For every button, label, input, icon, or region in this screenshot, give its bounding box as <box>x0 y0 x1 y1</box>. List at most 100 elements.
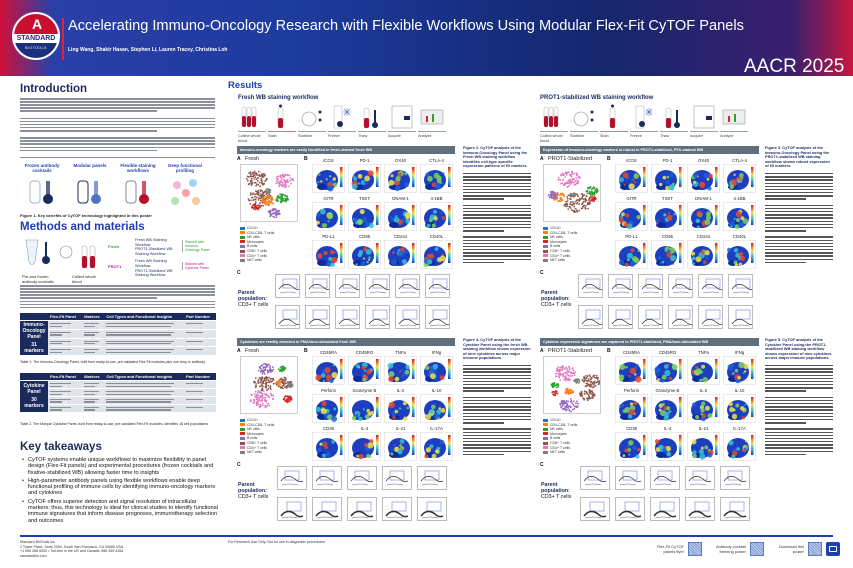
gating-contour-plot <box>668 305 695 329</box>
legend-label: NK cells <box>550 427 563 432</box>
qr-code-flyer[interactable] <box>688 542 702 556</box>
legend-swatch <box>543 441 548 445</box>
table-row <box>20 396 216 405</box>
workflow-line <box>418 131 446 132</box>
gating-contour-plot <box>417 497 447 521</box>
qr-code-cocktail-poster[interactable] <box>750 542 764 556</box>
camera-icon[interactable] <box>826 542 840 556</box>
antibody-tube-icon <box>26 177 60 209</box>
legend-swatch <box>240 450 245 454</box>
text-line <box>765 399 833 402</box>
legend-item: B cells <box>240 436 274 441</box>
table-cell <box>183 320 216 330</box>
text-line <box>463 418 531 421</box>
marker-expression-plot: IFNg <box>420 350 453 386</box>
legend-swatch <box>543 258 548 262</box>
text-line <box>463 447 531 449</box>
legend-label: Monocytes <box>247 431 264 436</box>
table-cell <box>104 404 184 413</box>
gating-contour-plot <box>685 497 715 521</box>
panel-label-b: B <box>607 156 611 162</box>
text-line <box>765 434 833 437</box>
marker-name: OX40 <box>698 158 709 163</box>
legend-label: CD4-CD8- T cells <box>247 230 275 235</box>
text-line <box>463 242 531 245</box>
text-line <box>463 179 531 181</box>
marker-expression-plot: IL-4 <box>651 426 684 462</box>
column-header: Part Number <box>183 313 216 321</box>
legend-swatch <box>543 450 548 454</box>
parent-population-label: Parent population: CD3+ T cells <box>541 482 577 500</box>
heatmap-tsne <box>687 394 720 429</box>
text-line <box>765 207 833 210</box>
branch-fresh: Fresh <box>108 244 119 249</box>
workflow-step: Stain <box>600 104 630 144</box>
table-row <box>20 338 216 348</box>
legend-item: NKT cells <box>240 258 274 263</box>
text-line <box>20 288 215 290</box>
text-line <box>765 422 806 424</box>
text-line <box>20 98 215 100</box>
panel-label-b: B <box>607 348 611 354</box>
spacer <box>765 265 833 268</box>
marker-expression-plot: IL-21 <box>384 426 417 462</box>
gating-contour-plot <box>720 466 750 490</box>
cell-type-legend: CD14+ CD4-CD8- T cells NK cells Monocytes B … <box>240 226 274 263</box>
legend-item: CD4-CD8- T cells <box>240 423 274 428</box>
table-cell <box>183 380 216 389</box>
text-line <box>20 101 215 103</box>
text-line <box>463 198 504 200</box>
text-line <box>765 214 833 216</box>
workflow-line <box>540 131 568 132</box>
workflow-option: Fresh WB Staining Workflow <box>135 259 167 268</box>
table-cell <box>48 404 83 413</box>
marker-name: IL-2 <box>396 388 405 393</box>
legend-label: CD14+ <box>247 418 258 422</box>
marker-name: CD40L <box>732 234 747 239</box>
parent-label: Parent population: <box>238 482 267 494</box>
gating-contour-plot <box>685 466 715 490</box>
table-cell <box>48 320 83 330</box>
marker-name: IL-21 <box>395 426 406 431</box>
gating-contour-plot <box>365 274 392 298</box>
table-cell <box>82 320 105 330</box>
marker-expression-plot: PD-1 <box>651 158 684 194</box>
qr-label: Download this poster <box>778 544 804 554</box>
marker-expression-plot: IL-17A <box>420 426 453 462</box>
table-row: Cytokine Panel 30 markers <box>20 380 216 413</box>
text-line <box>765 230 806 232</box>
text-line <box>463 217 531 219</box>
legend-label: NK cells <box>550 235 563 240</box>
table-immuno-oncology: Flex-Fit Panel Markers Cell Types and Func… <box>20 313 216 356</box>
text-line <box>765 204 833 207</box>
figure-caption: Figure 3. CyTOF analysis of the Immuno-O… <box>765 145 833 268</box>
results-heading: Results <box>228 80 263 91</box>
footer-phone: +1 650 266 6000 • Toll-free in the US an… <box>20 549 124 554</box>
figure1-caption: Figure 1. Key benefits of CyTOF technolo… <box>20 213 152 218</box>
marker-name: IL-17A <box>733 426 746 431</box>
figure-banner: Immuno-oncology markers are easily ident… <box>237 146 455 154</box>
heatmap-tsne <box>615 202 648 237</box>
marker-name: CD38 <box>323 426 334 431</box>
panel-io-label: Stained with Immuno-Oncology Panel <box>182 240 212 252</box>
qr-code-download[interactable] <box>808 542 822 556</box>
legend-label: CD4-CD8- T cells <box>550 422 578 427</box>
legend-label: CD4+ T cells <box>247 253 268 258</box>
text-line <box>765 415 833 418</box>
table-cell <box>48 380 83 389</box>
marker-name: CD45RA <box>623 350 640 355</box>
panel-label-c: C <box>237 462 241 468</box>
text-line <box>765 377 833 380</box>
text-line <box>765 387 833 389</box>
legend-swatch <box>240 235 245 239</box>
legend-swatch <box>240 231 245 235</box>
column-header: Cell Types and Functional Insights <box>104 313 184 321</box>
text-line <box>765 368 833 370</box>
text-line <box>765 384 833 386</box>
text-line <box>463 261 504 264</box>
workflow-step: Stabilize <box>298 104 328 144</box>
marker-expression-plot: CTLA-4 <box>723 158 756 194</box>
footer-web[interactable]: standardbio.com <box>20 553 47 558</box>
gating-contour-plot <box>382 497 412 521</box>
table-cell <box>183 338 216 348</box>
